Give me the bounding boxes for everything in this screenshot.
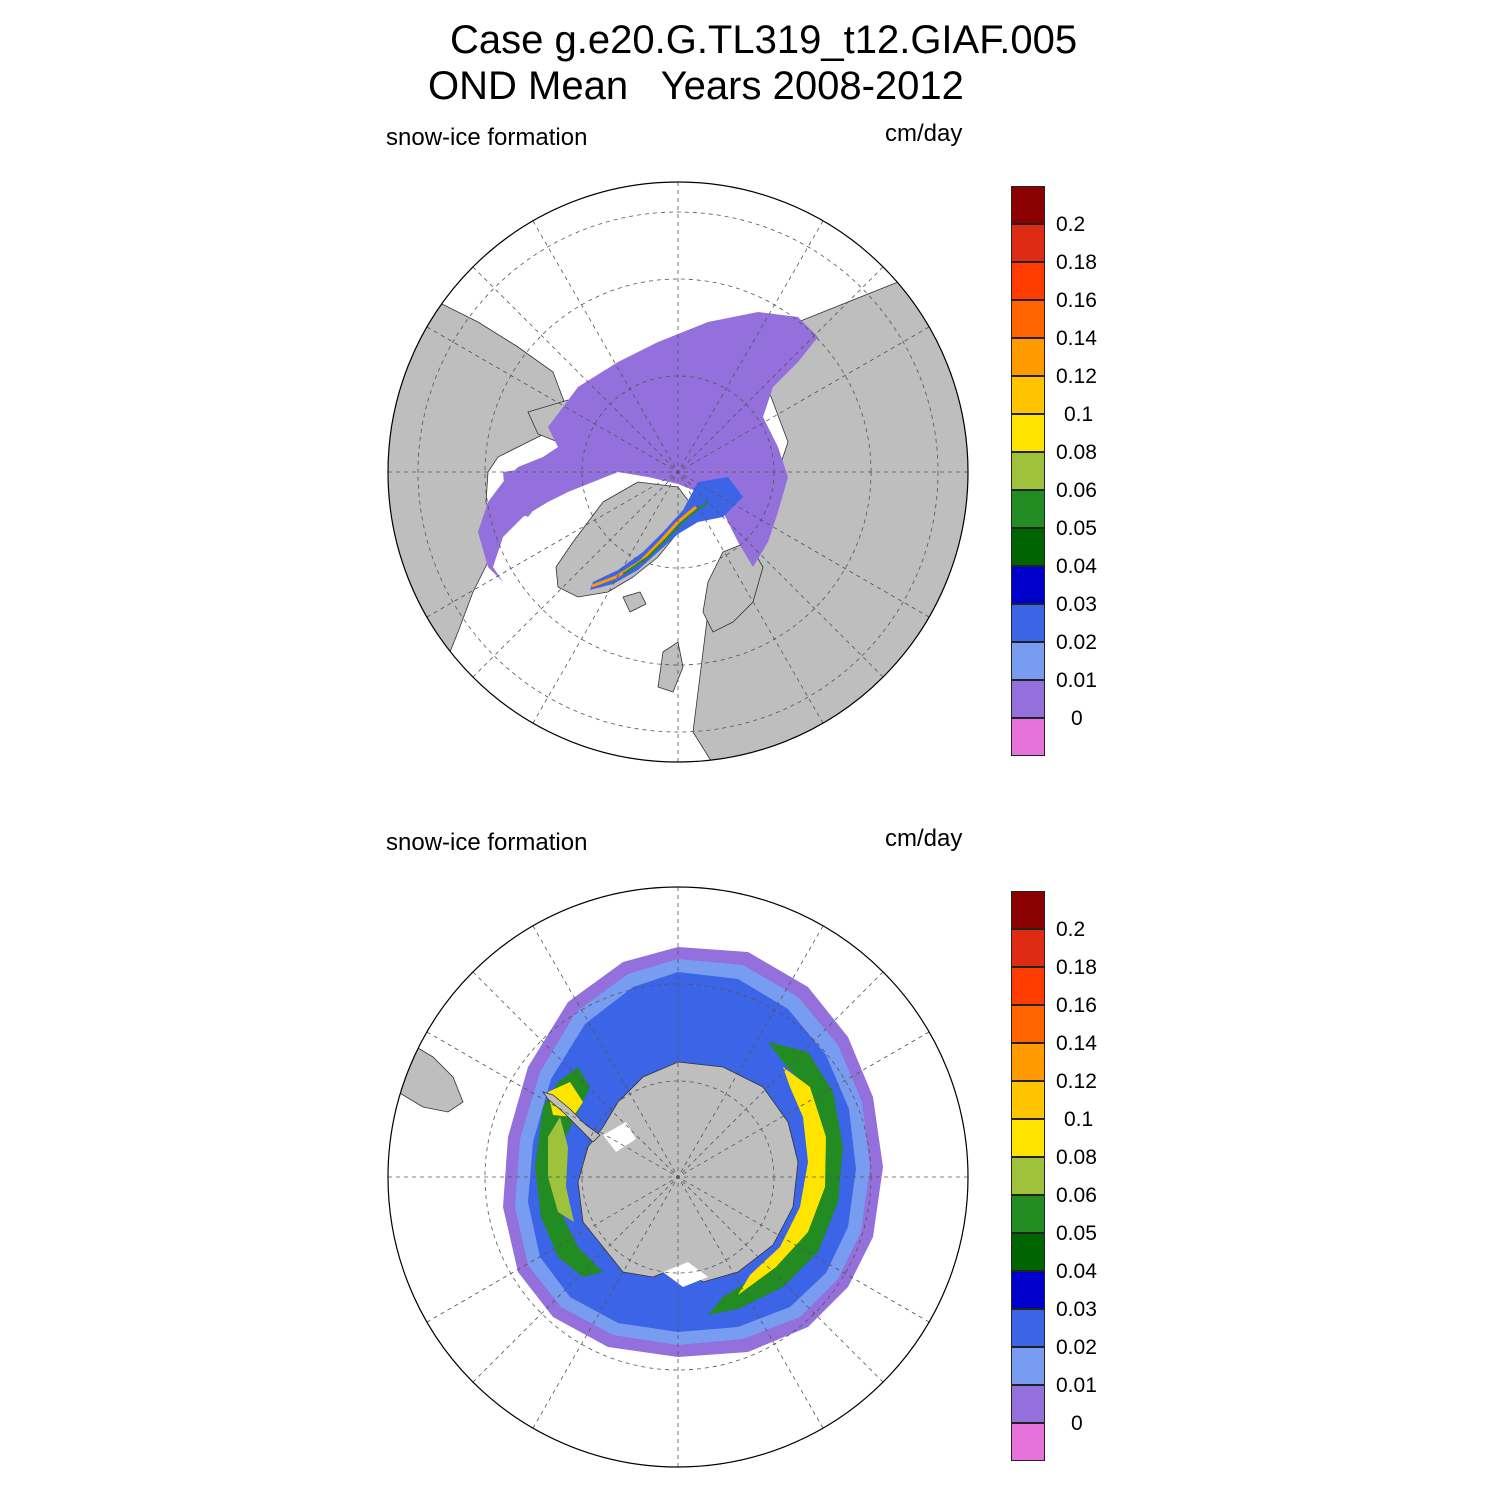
panel1-units-label: cm/day: [885, 120, 963, 147]
south-graticule: [388, 887, 968, 1467]
colorbar-swatch: [1011, 1271, 1045, 1309]
iceland-land: [622, 591, 647, 613]
colorbar-label: 0.03: [1056, 593, 1097, 616]
weddell-snow-ice-peak: [548, 1117, 574, 1222]
colorbar-swatch: [1011, 1005, 1045, 1043]
colorbar-label: 0.05: [1056, 517, 1097, 540]
colorbar-swatch: [1011, 1233, 1045, 1271]
colorbar-swatch: [1011, 224, 1045, 262]
colorbar-label: 0.04: [1056, 1260, 1097, 1283]
greenland-land: [555, 481, 694, 598]
colorbar-label: 0: [1071, 707, 1083, 730]
colorbar-label: 0.18: [1056, 251, 1097, 274]
south-map-border: [387, 886, 969, 1468]
colorbar-swatch: [1011, 490, 1045, 528]
colorbar-swatch: [1011, 566, 1045, 604]
colorbar-swatch: [1011, 718, 1045, 756]
colorbar-swatch: [1011, 262, 1045, 300]
colorbar-label: 0.12: [1056, 365, 1097, 388]
colorbar-swatch: [1011, 1157, 1045, 1195]
colorbar-swatch: [1011, 1043, 1045, 1081]
plot-title-period: OND Mean Years 2008-2012: [428, 64, 964, 108]
colorbar-swatch: [1011, 1081, 1045, 1119]
antarctic-peninsula-land: [541, 1091, 601, 1143]
colorbar-label: 0: [1071, 1412, 1083, 1435]
colorbar-swatch: [1011, 604, 1045, 642]
colorbar-swatch: [1011, 528, 1045, 566]
north-map-border: [387, 181, 969, 763]
weddell-snow-ice-high: [535, 1067, 603, 1277]
colorbar-swatch: [1011, 1195, 1045, 1233]
east-antarctic-snow-ice-high: [708, 1042, 843, 1315]
colorbar-label: 0.14: [1056, 327, 1097, 350]
colorbar-label: 0.08: [1056, 441, 1097, 464]
colorbar-swatch: [1011, 967, 1045, 1005]
panel2-units-label: cm/day: [885, 825, 963, 852]
north-america-land: [388, 291, 569, 693]
colorbar-label: 0.02: [1056, 1336, 1097, 1359]
colorbar-label: 0.04: [1056, 555, 1097, 578]
colorbar-label: 0.16: [1056, 994, 1097, 1017]
colorbar-swatch: [1011, 452, 1045, 490]
colorbar-label: 0.14: [1056, 1032, 1097, 1055]
colorbar-swatch: [1011, 891, 1045, 929]
colorbar-label: 0.16: [1056, 289, 1097, 312]
colorbar-swatch: [1011, 414, 1045, 452]
colorbar-label: 0.18: [1056, 956, 1097, 979]
plot-title-case: Case g.e20.G.TL319_t12.GIAF.005: [450, 18, 1078, 62]
colorbar-swatch: [1011, 376, 1045, 414]
arctic-snow-ice-field: [478, 312, 818, 582]
colorbar-label: 0.02: [1056, 631, 1097, 654]
weddell-ice-shelf: [603, 1122, 636, 1152]
colorbar-label: 0.06: [1056, 479, 1097, 502]
colorbar-swatch: [1011, 1119, 1045, 1157]
colorbar-label: 0.01: [1056, 1374, 1097, 1397]
colorbar-swatch: [1011, 186, 1045, 224]
colorbar-label: 0.01: [1056, 669, 1097, 692]
fram-strait-snow-ice-peak: [591, 505, 697, 588]
colorbar-swatch: [1011, 929, 1045, 967]
colorbar-label: 0.05: [1056, 1222, 1097, 1245]
north-graticule: [388, 182, 968, 762]
north-polar-map: [387, 181, 969, 763]
colorbar-swatch: [1011, 338, 1045, 376]
colorbar-label: 0.08: [1056, 1146, 1097, 1169]
colorbar-label: 0.1: [1064, 403, 1094, 426]
colorbar-swatch: [1011, 300, 1045, 338]
panel1-variable-label: snow-ice formation: [386, 124, 588, 151]
colorbar-label: 0.06: [1056, 1184, 1097, 1207]
colorbar-swatch: [1011, 1347, 1045, 1385]
colorbar-swatch: [1011, 1385, 1045, 1423]
colorbar-label: 0.1: [1064, 1108, 1094, 1131]
colorbar-label: 0.03: [1056, 1298, 1097, 1321]
colorbar-swatch: [1011, 1423, 1045, 1461]
colorbar-swatch: [1011, 680, 1045, 718]
ross-ice-shelf: [663, 1262, 708, 1287]
arctic-snow-ice-hudson: [503, 467, 548, 517]
colorbar-label: 0.2: [1056, 918, 1086, 941]
colorbar-label: 0.2: [1056, 213, 1086, 236]
panel2-variable-label: snow-ice formation: [386, 829, 588, 856]
colorbar-swatch: [1011, 642, 1045, 680]
fram-strait-snow-ice-core: [622, 501, 709, 575]
south-polar-map: [387, 886, 969, 1468]
colorbar-swatch: [1011, 1309, 1045, 1347]
colorbar-label: 0.12: [1056, 1070, 1097, 1093]
east-antarctic-snow-ice-peak: [738, 1067, 826, 1295]
peninsula-snow-ice-yellow: [548, 1082, 583, 1117]
